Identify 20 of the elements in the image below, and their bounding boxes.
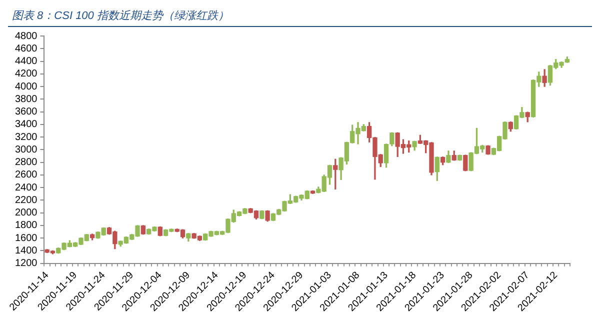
y-tick-label: 1200 [14,258,38,270]
y-tick-label: 4600 [14,43,38,54]
y-tick-label: 2400 [14,182,38,194]
y-tick-label: 1400 [14,245,38,256]
y-tick-label: 2200 [14,194,38,206]
y-tick-label: 4400 [14,56,38,68]
y-tick-label: 3000 [14,144,38,156]
y-tick-label: 4200 [14,68,38,80]
chart-title: 图表 8：CSI 100 指数近期走势（绿涨红跌） [8,8,592,27]
y-tick-label: 2000 [14,208,38,219]
y-tick-label: 3800 [14,94,38,105]
y-tick-label: 3200 [14,132,38,143]
y-tick-label: 2600 [14,170,38,181]
y-tick-label: 1600 [14,232,38,244]
y-tick-label: 3400 [14,119,38,130]
y-tick-label: 4800 [14,30,38,42]
y-tick-label: 3600 [14,106,38,118]
y-tick-label: 1800 [14,220,38,232]
y-tick-label: 4000 [14,81,38,92]
y-tick-label: 2800 [14,157,38,168]
